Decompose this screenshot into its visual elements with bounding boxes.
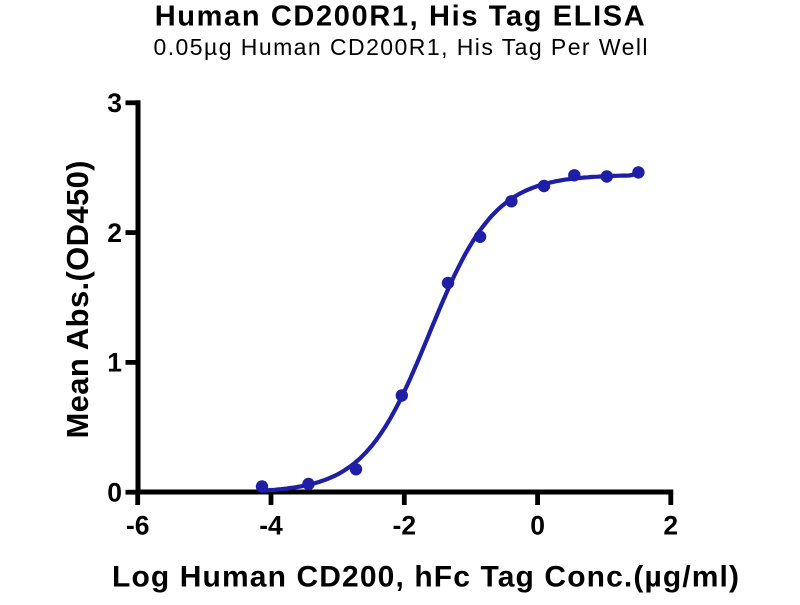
svg-text:1: 1 (107, 348, 122, 378)
svg-text:3: 3 (107, 88, 122, 118)
svg-text:-2: -2 (393, 510, 417, 540)
svg-text:-6: -6 (126, 510, 150, 540)
svg-text:2: 2 (107, 218, 122, 248)
svg-text:Human CD200R1, His Tag ELISA: Human CD200R1, His Tag ELISA (155, 0, 645, 32)
svg-text:0: 0 (530, 510, 545, 540)
svg-text:Mean Abs.(OD450): Mean Abs.(OD450) (60, 161, 95, 439)
svg-text:0: 0 (107, 478, 122, 508)
svg-text:2: 2 (663, 510, 678, 540)
svg-text:-4: -4 (259, 510, 283, 540)
svg-text:0.05µg Human CD200R1, His Tag: 0.05µg Human CD200R1, His Tag Per Well (154, 34, 648, 60)
svg-text:Log Human CD200, hFc Tag Conc.: Log Human CD200, hFc Tag Conc.(µg/ml) (112, 561, 739, 594)
